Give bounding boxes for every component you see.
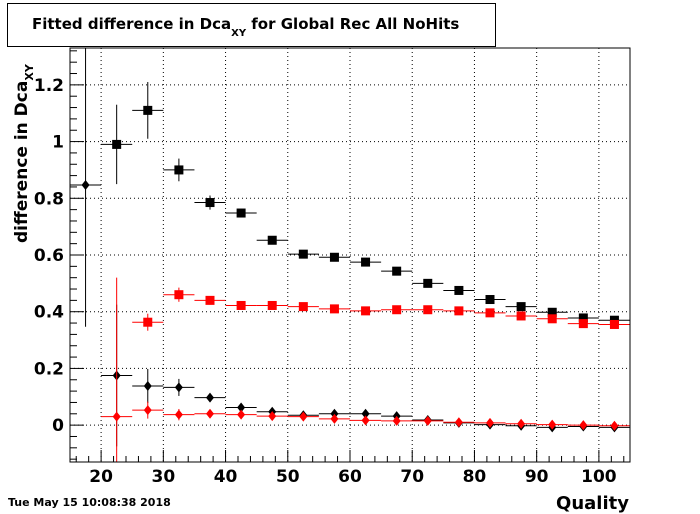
data-point-square xyxy=(516,302,526,312)
title-suffix: for Global Rec All NoHits xyxy=(246,15,460,33)
data-point-square xyxy=(143,105,153,115)
x-tick-label: 80 xyxy=(463,467,487,487)
title-box: Fitted difference in DcaXY for Global Re… xyxy=(7,3,496,47)
title-prefix: Fitted difference in Dca xyxy=(32,15,232,33)
data-point-square xyxy=(329,304,339,314)
timestamp: Tue May 15 10:08:38 2018 xyxy=(8,496,171,509)
data-point-square xyxy=(361,306,371,316)
data-point-diamond xyxy=(423,415,432,426)
data-point-square xyxy=(174,290,184,300)
data-point-diamond xyxy=(143,381,152,392)
series-red-diamond xyxy=(101,277,630,462)
data-point-diamond xyxy=(330,408,339,419)
y-tick-label: 0.2 xyxy=(34,359,64,379)
x-tick-label: 90 xyxy=(525,467,549,487)
data-point-square xyxy=(236,300,246,310)
data-point-square xyxy=(485,308,495,318)
svg-text:difference in DcaXY: difference in DcaXY xyxy=(12,63,36,243)
data-point-diamond xyxy=(579,420,588,431)
data-point-diamond xyxy=(361,408,370,419)
data-point-square xyxy=(205,295,215,305)
data-point-diamond xyxy=(517,418,526,429)
data-point-diamond xyxy=(237,402,246,413)
data-point-diamond xyxy=(299,411,308,422)
data-point-diamond xyxy=(206,408,214,419)
x-tick-label: 100 xyxy=(581,467,617,487)
y-tick-label: 1 xyxy=(52,133,64,153)
x-tick-label: 30 xyxy=(151,467,175,487)
data-series xyxy=(70,48,630,462)
y-tick-label: 0.8 xyxy=(34,189,64,209)
data-point-diamond xyxy=(454,417,463,428)
data-point-square xyxy=(236,208,246,218)
data-point-square xyxy=(547,307,557,317)
data-point-diamond xyxy=(610,420,619,431)
chart-title: Fitted difference in DcaXY for Global Re… xyxy=(32,15,460,39)
data-point-diamond xyxy=(548,419,557,430)
data-point-square xyxy=(516,311,526,321)
data-point-square xyxy=(454,306,464,316)
data-point-diamond xyxy=(268,411,277,422)
data-point-square xyxy=(423,305,433,315)
data-point-square xyxy=(361,257,371,267)
series-black-diamond xyxy=(70,48,630,447)
y-axis-label: difference in DcaXY xyxy=(12,63,36,243)
data-point-diamond xyxy=(143,405,152,416)
x-axis-label: Quality xyxy=(556,493,629,514)
data-point-square xyxy=(143,317,153,327)
x-tick-label: 60 xyxy=(338,467,362,487)
data-point-diamond xyxy=(174,382,183,393)
title-subscript: XY xyxy=(231,28,247,39)
data-point-square xyxy=(267,235,277,245)
data-point-square xyxy=(298,302,308,312)
data-point-diamond xyxy=(206,392,214,403)
x-tick-label: 20 xyxy=(89,467,113,487)
data-point-diamond xyxy=(81,179,90,190)
axes: 20 30 40 50 60 70 80 90 100 0 0.2 0.4 0.6 0.8 1 1.2 xyxy=(34,50,625,487)
data-point-square xyxy=(112,139,122,149)
y-axis-label-subscript: XY xyxy=(23,63,36,80)
y-tick-label: 0.6 xyxy=(34,246,64,266)
y-tick-label: 1.2 xyxy=(34,76,64,96)
data-point-square xyxy=(329,252,339,262)
data-point-diamond xyxy=(237,409,246,420)
data-point-square xyxy=(205,198,215,208)
data-point-square xyxy=(578,313,588,323)
data-point-square xyxy=(392,266,402,276)
data-point-square xyxy=(298,249,308,259)
data-point-diamond xyxy=(361,415,370,426)
data-point-square xyxy=(267,300,277,310)
x-tick-label: 40 xyxy=(214,467,238,487)
x-tick-label: 50 xyxy=(276,467,300,487)
data-point-diamond xyxy=(330,413,339,424)
y-tick-label: 0 xyxy=(52,416,64,436)
data-point-diamond xyxy=(112,411,121,422)
data-point-diamond xyxy=(392,415,401,426)
data-point-square xyxy=(485,295,495,305)
data-point-square xyxy=(454,285,464,295)
series-red-square xyxy=(132,287,630,331)
data-point-square xyxy=(423,278,433,288)
series-black-square xyxy=(101,82,630,325)
data-point-diamond xyxy=(486,417,494,428)
data-point-square xyxy=(578,319,588,329)
data-point-square xyxy=(392,305,402,315)
data-point-square xyxy=(547,314,557,324)
data-point-diamond xyxy=(174,409,183,420)
grid-lines xyxy=(70,48,630,462)
x-tick-label: 70 xyxy=(400,467,424,487)
data-point-square xyxy=(609,319,619,329)
y-tick-label: 0.4 xyxy=(34,303,64,323)
data-point-square xyxy=(174,165,184,175)
